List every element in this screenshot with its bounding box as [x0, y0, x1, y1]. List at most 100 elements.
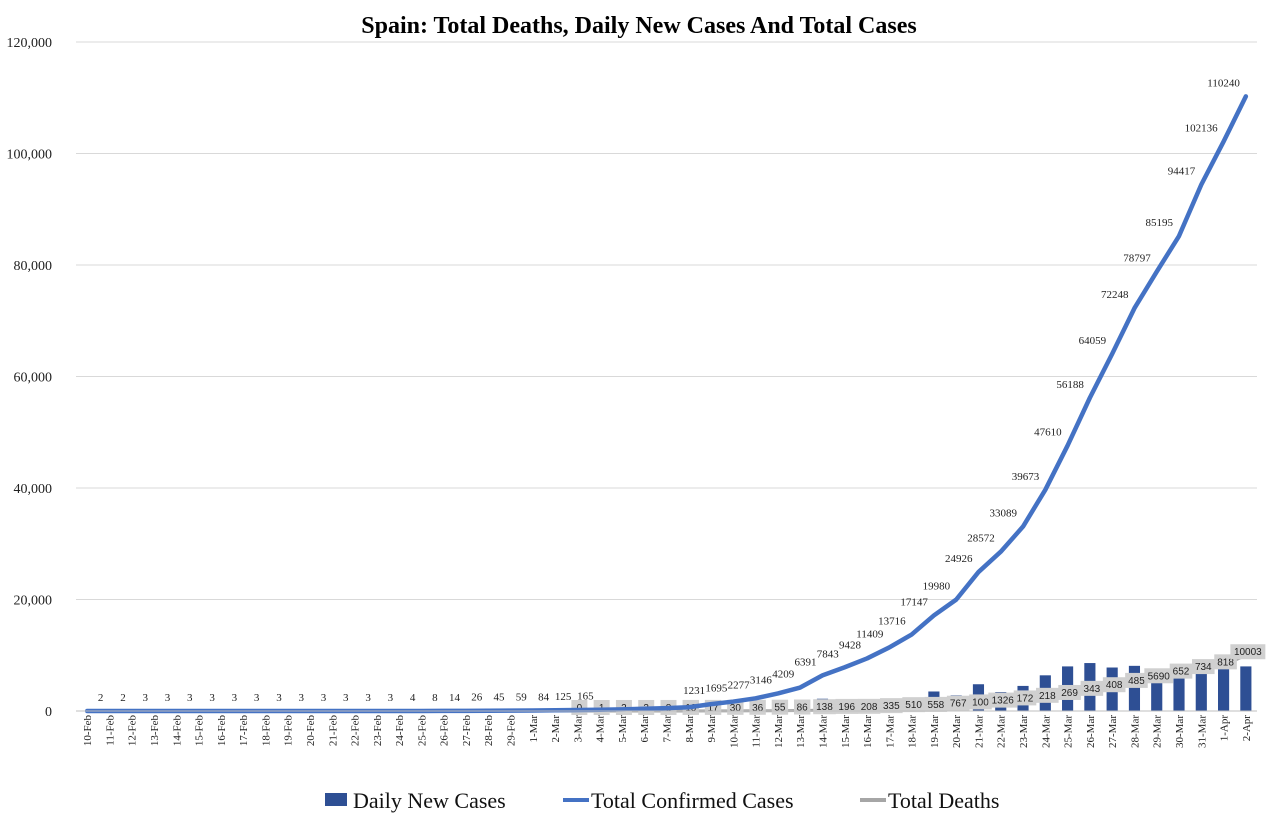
- x-tick-label: 10-Feb: [82, 715, 94, 747]
- total-confirmed-cases-data-label: 14: [449, 692, 461, 704]
- total-deaths-label-box: [880, 698, 903, 714]
- x-tick-label: 13-Feb: [149, 715, 161, 747]
- x-tick-label: 10-Mar: [728, 715, 740, 748]
- total-confirmed-cases-data-label: 3: [321, 692, 327, 704]
- x-tick-label: 1-Mar: [528, 715, 540, 743]
- x-tick-label: 30-Mar: [1174, 715, 1186, 748]
- x-tick-label: 22-Feb: [350, 715, 362, 747]
- y-tick-label: 0: [45, 705, 52, 720]
- total-confirmed-cases-series: 2 2 3 3 3 3 3 3 3 3 3 3 3 3 4 8 14 26 45 59 84 125 165 1231 1695…: [84, 77, 1249, 714]
- chart-title: Spain: Total Deaths, Daily New Cases And…: [361, 13, 916, 39]
- total-deaths-data-label: 767: [950, 699, 967, 710]
- total-deaths-data-label: 269: [1061, 688, 1078, 699]
- total-confirmed-cases-data-label: 1695: [705, 683, 728, 695]
- total-deaths-label-box: [1080, 680, 1104, 696]
- x-tick-label: 2-Mar: [550, 715, 562, 743]
- total-deaths-data-label: 36: [752, 703, 764, 714]
- x-tick-label: 20-Mar: [951, 715, 963, 748]
- x-tick-label: 28-Mar: [1129, 715, 1141, 748]
- total-confirmed-cases-data-label: 84: [538, 691, 550, 703]
- x-tick-label: 12-Mar: [773, 715, 785, 748]
- total-deaths-data-label: 335: [883, 701, 900, 712]
- x-tick-label: 28-Feb: [483, 715, 495, 747]
- x-tick-label: 27-Feb: [461, 715, 473, 747]
- total-confirmed-cases-data-label: 4209: [772, 669, 795, 681]
- total-deaths-data-label: 10003: [1234, 647, 1262, 658]
- total-confirmed-cases-data-label: 3: [142, 692, 148, 704]
- x-tick-label: 13-Mar: [795, 715, 807, 748]
- x-axis: 10-Feb 11-Feb 12-Feb 13-Feb 14-Feb 15-Feb 16-F…: [76, 710, 1257, 748]
- x-tick-label: 16-Mar: [862, 715, 874, 748]
- y-axis: 0 20,000 40,000 60,000 80,000 100,000 120,000: [7, 36, 53, 720]
- total-confirmed-cases-data-label: 19980: [923, 581, 951, 593]
- total-confirmed-cases-data-label: 3: [232, 692, 238, 704]
- total-confirmed-cases-data-label: 3: [165, 692, 171, 704]
- x-tick-label: 29-Mar: [1152, 715, 1164, 748]
- daily-new-cases-bar: [1195, 659, 1207, 711]
- total-deaths-data-label: 55: [774, 703, 786, 714]
- x-tick-label: 29-Feb: [506, 715, 518, 747]
- legend-label: Daily New Cases: [353, 788, 506, 813]
- x-tick-label: 7-Mar: [662, 715, 674, 743]
- total-deaths-label-box: [946, 695, 970, 711]
- total-deaths-data-label: 86: [797, 703, 809, 714]
- total-deaths-label-box: [813, 699, 836, 715]
- x-tick-label: 14-Mar: [817, 715, 829, 748]
- x-tick-label: 23-Mar: [1018, 715, 1030, 748]
- x-tick-label: 24-Feb: [394, 715, 406, 747]
- total-confirmed-cases-data-label: 110240: [1207, 77, 1240, 89]
- total-confirmed-cases-data-label: 165: [577, 691, 594, 703]
- x-tick-label: 2-Apr: [1241, 715, 1253, 742]
- x-tick-label: 19-Mar: [929, 715, 941, 748]
- x-tick-label: 25-Feb: [416, 715, 428, 747]
- x-tick-label: 27-Mar: [1107, 715, 1119, 748]
- total-deaths-label-box: [1058, 684, 1081, 700]
- x-tick-label: 26-Mar: [1085, 715, 1097, 748]
- daily-new-cases-bar: [1128, 665, 1141, 711]
- total-deaths-data-label: 138: [816, 702, 833, 713]
- x-tick-label: 1-Apr: [1219, 715, 1231, 742]
- legend-label: Total Deaths: [888, 788, 999, 813]
- daily-new-cases-bar: [1218, 665, 1230, 711]
- total-deaths-data-label: 1326: [992, 696, 1015, 707]
- total-deaths-data-label: 510: [905, 700, 922, 711]
- total-deaths-label-box: [1230, 644, 1266, 660]
- x-tick-label: 9-Mar: [706, 715, 718, 743]
- total-confirmed-cases-data-label: 3: [187, 692, 193, 704]
- x-tick-label: 12-Feb: [127, 715, 139, 747]
- total-deaths-data-label: 172: [1017, 693, 1034, 704]
- total-deaths-data-label: 196: [838, 702, 855, 713]
- total-deaths-data-label: 818: [1217, 657, 1234, 668]
- x-tick-label: 17-Feb: [238, 715, 250, 747]
- total-confirmed-cases-data-label: 3146: [750, 674, 773, 686]
- total-deaths-label-box: [1036, 687, 1059, 703]
- total-confirmed-cases-data-label: 3: [298, 692, 304, 704]
- total-confirmed-cases-data-label: 3: [276, 692, 282, 704]
- total-confirmed-cases-data-label: 24926: [945, 553, 973, 565]
- x-tick-label: 11-Feb: [104, 715, 116, 746]
- y-tick-label: 80,000: [14, 259, 53, 274]
- total-confirmed-cases-data-label: 4: [410, 692, 416, 704]
- x-tick-label: 17-Mar: [884, 715, 896, 748]
- total-confirmed-cases-data-label: 72248: [1101, 289, 1129, 301]
- total-confirmed-cases-data-label: 6391: [794, 656, 816, 668]
- x-tick-label: 5-Mar: [617, 715, 629, 743]
- y-tick-label: 40,000: [14, 482, 53, 497]
- total-deaths-label-box: [857, 698, 881, 714]
- total-confirmed-cases-data-label: 85195: [1146, 217, 1174, 229]
- total-confirmed-cases-data-label: 78797: [1123, 253, 1151, 265]
- total-deaths-data-label: 558: [928, 700, 945, 711]
- total-confirmed-cases-data-label: 3: [209, 692, 215, 704]
- total-deaths-data-label: 734: [1195, 662, 1212, 673]
- total-deaths-data-label: 652: [1173, 667, 1190, 678]
- total-confirmed-cases-data-label: 45: [494, 692, 506, 704]
- total-confirmed-cases-data-label: 56188: [1056, 379, 1084, 391]
- x-tick-label: 15-Mar: [840, 715, 852, 748]
- y-tick-label: 100,000: [7, 148, 53, 163]
- x-tick-label: 21-Mar: [973, 715, 985, 748]
- total-confirmed-cases-data-label: 125: [555, 691, 572, 703]
- total-deaths-data-label: 208: [861, 702, 878, 713]
- legend-label: Total Confirmed Cases: [591, 788, 794, 813]
- total-deaths-data-label: 343: [1084, 684, 1101, 695]
